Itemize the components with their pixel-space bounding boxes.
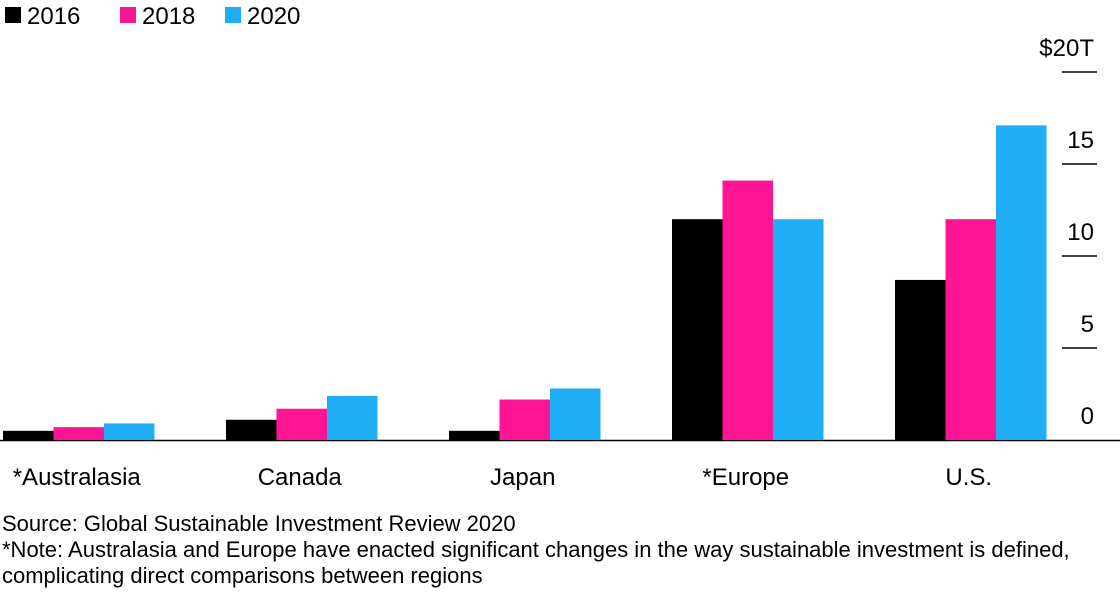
bar-europe-2018 [722, 180, 773, 440]
bar-chart: 2016 2018 2020 $20T 15 10 5 0 *Australasia Cana… [0, 3, 1120, 491]
bar-australasia-2020 [104, 423, 155, 440]
y-tick-label-20: $20T [1039, 35, 1094, 62]
bar-canada-2020 [327, 395, 378, 440]
bar-japan-2016 [449, 430, 500, 440]
y-tick-label-15: 15 [1067, 127, 1094, 154]
legend-swatch-2020 [225, 7, 241, 23]
x-axis-labels: *Australasia Canada Japan *Europe U.S. [13, 464, 992, 491]
bar-u-s-2020 [996, 125, 1047, 441]
bar-australasia-2016 [3, 430, 54, 440]
bar-japan-2018 [499, 399, 550, 440]
legend-label-2020: 2020 [247, 3, 300, 30]
y-tick-label-0: 0 [1081, 403, 1094, 430]
chart-legend: 2016 2018 2020 [5, 3, 300, 30]
chart-bars [3, 125, 1047, 441]
bar-australasia-2018 [53, 427, 104, 440]
footnote: *Note: Australasia and Europe have enact… [2, 537, 1070, 588]
bar-europe-2016 [672, 219, 723, 440]
legend-label-2018: 2018 [142, 3, 195, 30]
x-tick-label-japan: Japan [490, 464, 555, 491]
y-axis: $20T 15 10 5 0 [0, 35, 1120, 442]
bar-canada-2016 [226, 419, 277, 440]
x-tick-label-australasia: *Australasia [13, 464, 142, 491]
legend-swatch-2016 [5, 7, 21, 23]
y-tick-label-10: 10 [1067, 219, 1094, 246]
bar-japan-2020 [550, 388, 601, 440]
legend-swatch-2018 [120, 7, 136, 23]
x-tick-label-u-s: U.S. [945, 464, 992, 491]
x-tick-label-europe: *Europe [702, 464, 789, 491]
chart-footer: Source: Global Sustainable Investment Re… [2, 511, 1116, 589]
bar-u-s-2018 [945, 219, 996, 440]
bar-canada-2018 [276, 408, 327, 440]
y-tick-label-5: 5 [1081, 311, 1094, 338]
source-note: Source: Global Sustainable Investment Re… [2, 511, 516, 536]
legend-label-2016: 2016 [27, 3, 80, 30]
bar-europe-2020 [773, 219, 824, 440]
x-tick-label-canada: Canada [258, 464, 343, 491]
bar-u-s-2016 [895, 279, 946, 440]
